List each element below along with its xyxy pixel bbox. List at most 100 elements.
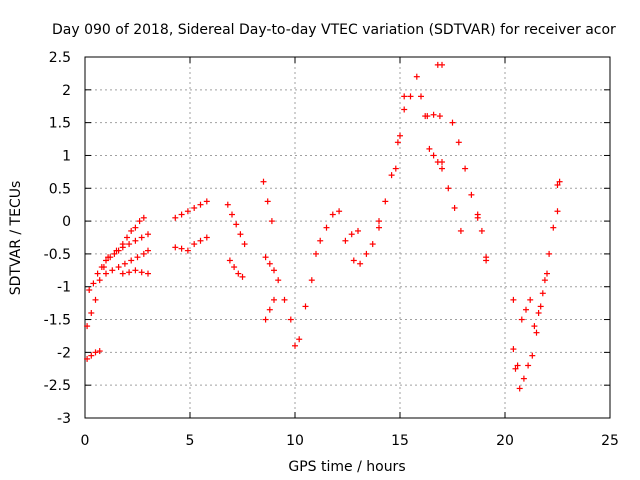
- data-point: [342, 237, 349, 244]
- data-point: [510, 346, 517, 353]
- data-point: [231, 264, 238, 271]
- data-point: [382, 198, 389, 205]
- data-point: [544, 270, 550, 277]
- axis-ticks: 0 5 10 15 20 25 -3 -2.5 -2 -1.5 -1 -0.5 0 0.5 1 1.5 2 2.5: [44, 50, 619, 449]
- data-point: [124, 234, 130, 241]
- data-point: [237, 231, 244, 238]
- data-point: [271, 267, 277, 274]
- data-point: [523, 306, 529, 313]
- data-point: [140, 250, 147, 257]
- x-tick-label: 0: [81, 433, 90, 449]
- data-point: [512, 365, 519, 372]
- data-point: [313, 250, 319, 257]
- data-point: [262, 316, 269, 323]
- y-tick-label: -2: [57, 345, 71, 361]
- data-point: [336, 208, 343, 215]
- data-points: [84, 61, 563, 392]
- data-point: [92, 296, 99, 303]
- data-point: [533, 329, 540, 336]
- data-point: [275, 277, 282, 284]
- data-point: [535, 309, 542, 316]
- data-point: [103, 257, 109, 264]
- data-point: [184, 208, 191, 215]
- data-point: [111, 250, 118, 257]
- data-point: [355, 227, 361, 234]
- data-point: [172, 244, 179, 251]
- data-point: [109, 267, 116, 274]
- data-point: [90, 280, 97, 287]
- data-point: [226, 257, 233, 264]
- data-point: [445, 185, 452, 192]
- data-point: [302, 303, 309, 310]
- data-point: [430, 152, 437, 159]
- data-point: [121, 260, 128, 267]
- data-point: [128, 227, 135, 234]
- data-point: [457, 227, 464, 234]
- y-tick-label: -1.5: [44, 313, 71, 329]
- data-point: [439, 165, 445, 172]
- data-point: [418, 93, 424, 100]
- data-point: [376, 224, 382, 231]
- data-point: [527, 296, 534, 303]
- data-point: [136, 218, 143, 225]
- data-point: [128, 257, 135, 264]
- plot-frame: [84, 56, 611, 419]
- data-point: [113, 247, 120, 254]
- data-point: [397, 132, 403, 139]
- data-point: [191, 204, 198, 211]
- data-point: [266, 306, 273, 313]
- data-point: [376, 218, 382, 225]
- data-point: [317, 237, 324, 244]
- data-point: [88, 309, 95, 316]
- y-tick-label: -2.5: [44, 378, 71, 394]
- data-point: [546, 250, 553, 257]
- data-point: [510, 296, 517, 303]
- data-point: [516, 385, 523, 392]
- data-point: [271, 296, 277, 303]
- data-point: [474, 214, 481, 221]
- data-point: [348, 231, 355, 238]
- data-point: [556, 178, 563, 185]
- y-tick-label: 2.5: [49, 50, 71, 66]
- data-point: [145, 247, 151, 254]
- data-point: [329, 211, 336, 218]
- x-axis-label: GPS time / hours: [288, 459, 405, 475]
- data-point: [241, 241, 248, 248]
- data-point: [203, 198, 210, 205]
- data-point: [439, 159, 445, 166]
- data-point: [394, 139, 401, 146]
- data-point: [550, 224, 557, 231]
- data-point: [107, 254, 114, 261]
- data-point: [413, 73, 420, 80]
- data-point: [197, 237, 204, 244]
- data-point: [369, 241, 376, 248]
- data-point: [184, 247, 191, 254]
- data-point: [468, 191, 475, 198]
- data-point: [197, 201, 204, 208]
- chart-title: Day 090 of 2018, Sidereal Day-to-day VTE…: [52, 22, 616, 38]
- data-point: [363, 250, 370, 257]
- data-point: [539, 290, 546, 297]
- data-point: [436, 113, 443, 120]
- data-point: [451, 204, 458, 211]
- y-tick-label: -3: [57, 411, 71, 427]
- data-point: [281, 296, 288, 303]
- y-tick-label: 0.5: [49, 181, 71, 197]
- data-point: [264, 198, 271, 205]
- data-point: [266, 260, 273, 267]
- data-point: [350, 257, 357, 264]
- data-point: [430, 111, 437, 118]
- data-point: [224, 201, 231, 208]
- data-point: [426, 145, 433, 152]
- data-point: [455, 139, 462, 146]
- data-point: [296, 336, 303, 343]
- x-tick-label: 20: [496, 433, 514, 449]
- data-point: [262, 254, 269, 261]
- data-point: [462, 165, 469, 172]
- data-point: [483, 257, 490, 264]
- data-point: [554, 208, 561, 215]
- data-point: [388, 172, 395, 179]
- data-point: [84, 323, 91, 330]
- data-point: [239, 273, 246, 280]
